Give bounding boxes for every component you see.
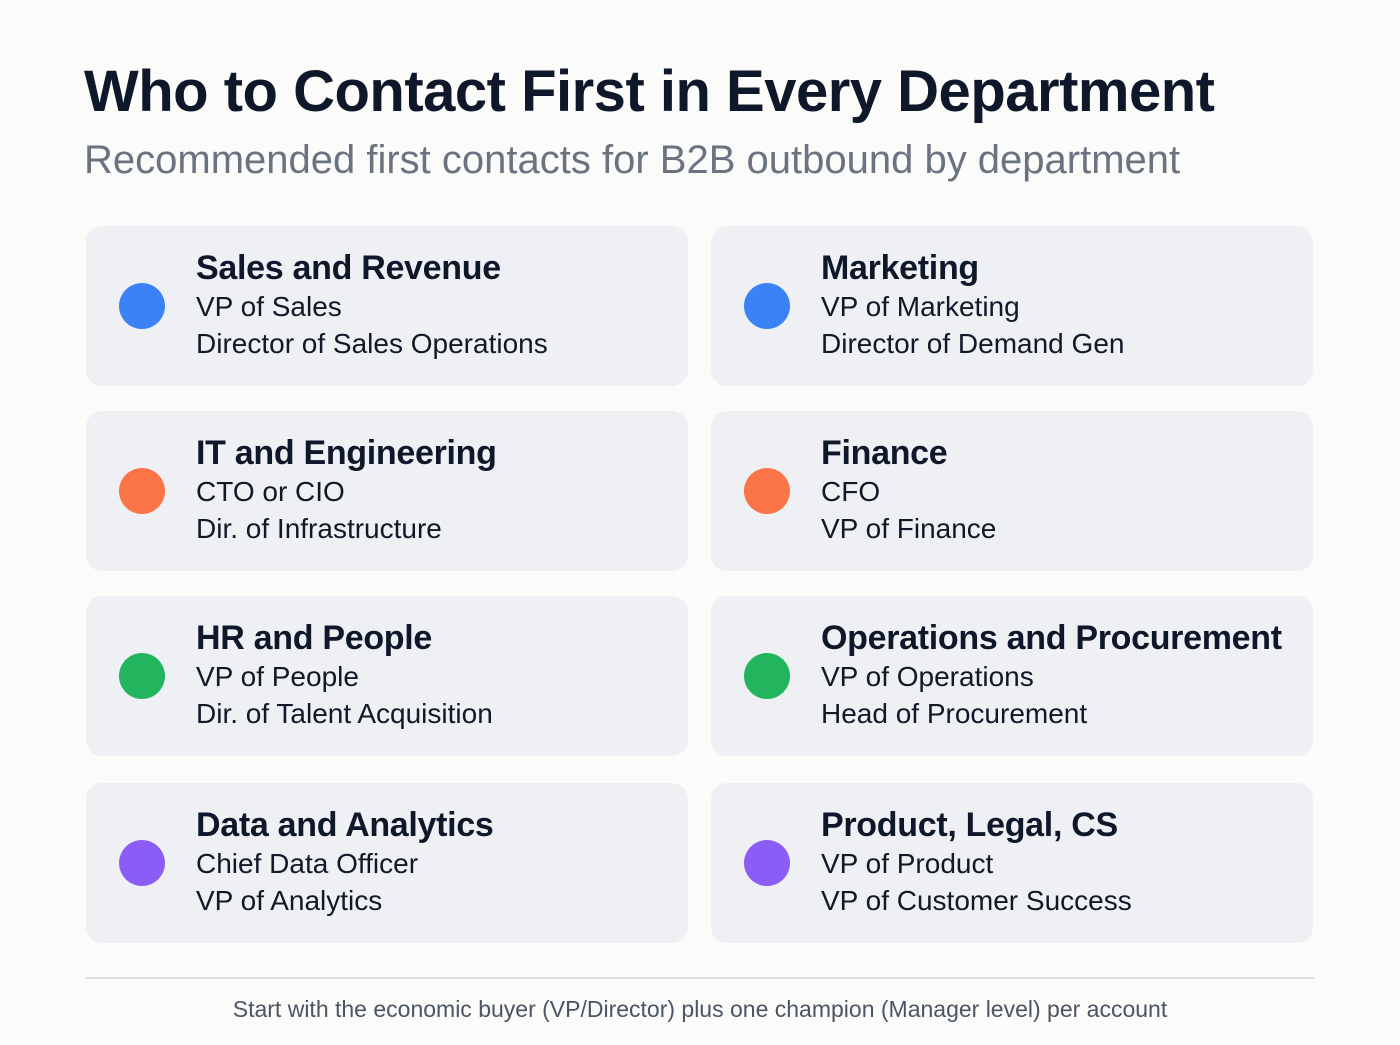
contact-primary: VP of People — [196, 661, 359, 692]
card-title: HR and People — [196, 619, 433, 657]
department-card-data: Data and Analytics Chief Data Officer VP… — [86, 783, 688, 943]
card-title: Marketing — [821, 249, 979, 287]
green-dot-icon — [744, 653, 790, 699]
blue-dot-icon — [744, 283, 790, 329]
department-card-marketing: Marketing VP of Marketing Director of De… — [711, 226, 1313, 386]
contact-secondary: Dir. of Talent Acquisition — [196, 698, 493, 729]
purple-dot-icon — [744, 840, 790, 886]
contact-secondary: VP of Analytics — [196, 885, 383, 916]
card-title: Data and Analytics — [196, 806, 494, 844]
contact-secondary: Director of Demand Gen — [821, 328, 1125, 359]
department-card-operations: Operations and Procurement VP of Operati… — [711, 596, 1313, 756]
contact-primary: CFO — [821, 476, 881, 507]
orange-dot-icon — [744, 468, 790, 514]
card-title: Sales and Revenue — [196, 249, 501, 287]
contact-primary: VP of Product — [821, 848, 994, 879]
department-card-product: Product, Legal, CS VP of Product VP of C… — [711, 783, 1313, 943]
card-title: Finance — [821, 434, 948, 472]
department-card-sales: Sales and Revenue VP of Sales Director o… — [86, 226, 688, 386]
footer-note: Start with the economic buyer (VP/Direct… — [232, 996, 1168, 1022]
department-card-it: IT and Engineering CTO or CIO Dir. of In… — [86, 411, 688, 571]
department-card-finance: Finance CFO VP of Finance — [711, 411, 1313, 571]
blue-dot-icon — [119, 283, 165, 329]
card-title: Operations and Procurement — [821, 619, 1282, 657]
department-card-hr: HR and People VP of People Dir. of Talen… — [86, 596, 688, 756]
contact-primary: VP of Operations — [821, 661, 1034, 692]
page-subtitle: Recommended first contacts for B2B outbo… — [84, 138, 1181, 182]
contact-primary: VP of Sales — [196, 291, 342, 322]
contact-primary: VP of Marketing — [821, 291, 1020, 322]
page-title: Who to Contact First in Every Department — [84, 59, 1215, 124]
contact-secondary: Dir. of Infrastructure — [196, 513, 442, 544]
contact-secondary: VP of Finance — [821, 513, 997, 544]
card-title: Product, Legal, CS — [821, 806, 1118, 844]
contact-secondary: Director of Sales Operations — [196, 328, 548, 359]
contact-primary: Chief Data Officer — [196, 848, 419, 879]
contact-secondary: Head of Procurement — [821, 698, 1088, 729]
purple-dot-icon — [119, 840, 165, 886]
green-dot-icon — [119, 653, 165, 699]
contact-secondary: VP of Customer Success — [821, 885, 1132, 916]
footer-divider — [86, 977, 1314, 979]
card-title: IT and Engineering — [196, 434, 497, 472]
contact-primary: CTO or CIO — [196, 476, 345, 507]
orange-dot-icon — [119, 468, 165, 514]
